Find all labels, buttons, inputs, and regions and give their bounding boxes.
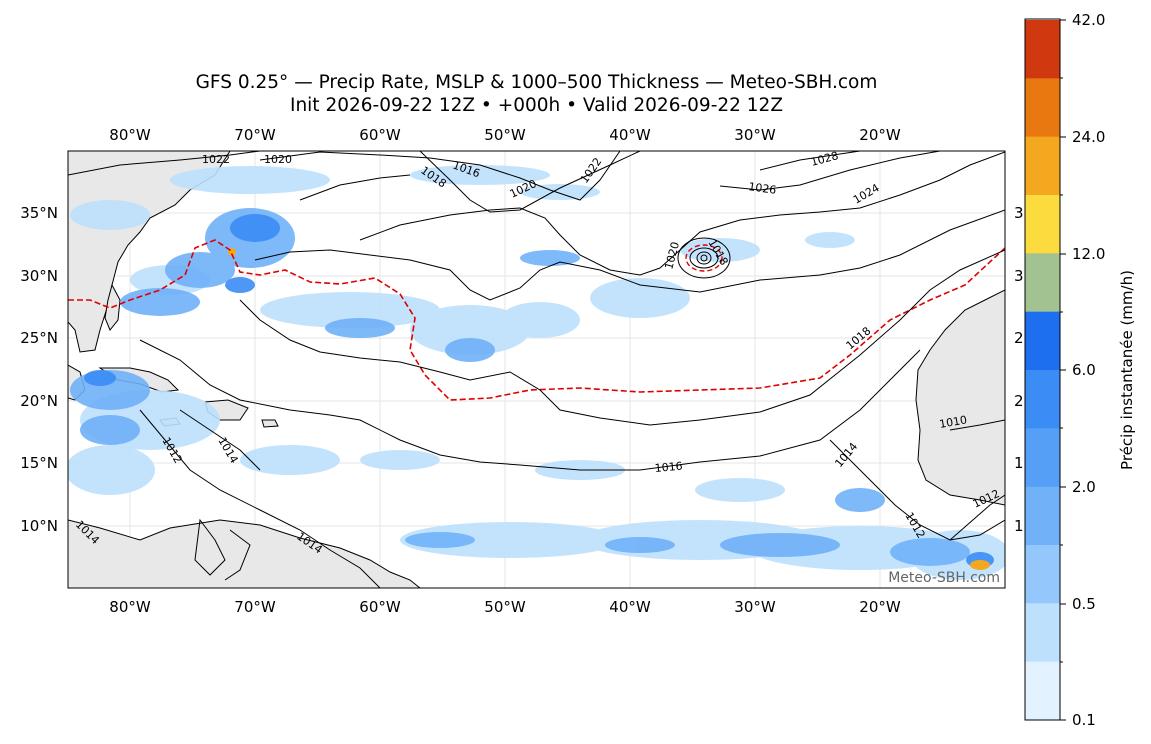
lon-tick: 20°W — [859, 598, 901, 616]
lat-tick-partial: 2 — [1014, 329, 1024, 347]
lon-tick: 80°W — [109, 598, 151, 616]
lon-tick: 60°W — [359, 598, 401, 616]
isobar-label: 1016 — [654, 460, 683, 475]
lon-tick: 70°W — [234, 126, 276, 144]
colorbar-segment — [1025, 311, 1060, 371]
lat-tick-partial: 3 — [1014, 267, 1024, 285]
lon-tick: 30°W — [734, 598, 776, 616]
lon-tick: 40°W — [609, 598, 651, 616]
colorbar-segment — [1025, 486, 1060, 546]
lat-tick: 25°N — [20, 329, 58, 347]
lon-tick: 40°W — [609, 126, 651, 144]
colorbar-segment — [1025, 78, 1060, 138]
colorbar-segment — [1025, 661, 1060, 721]
bottom-longitude-ticks: 80°W 70°W 60°W 50°W 40°W 30°W 20°W — [109, 598, 901, 616]
lat-tick-partial: 1 — [1014, 517, 1024, 535]
colorbar-axis-label: Précip instantanée (mm/h) — [1118, 270, 1136, 470]
lat-tick: 30°N — [20, 267, 58, 285]
thickness-540-cell — [685, 244, 723, 272]
colorbar — [1025, 20, 1060, 721]
puerto-rico-island — [261, 419, 279, 428]
lat-tick-partial: 3 — [1014, 204, 1024, 222]
colorbar-tick-label: 2.0 — [1072, 478, 1096, 496]
lat-tick-partial: 1 — [1014, 454, 1024, 472]
isobar-label: 1020 — [264, 153, 292, 166]
colorbar-segment — [1025, 136, 1060, 196]
colorbar-tick-label: 24.0 — [1072, 128, 1105, 146]
lat-tick: 15°N — [20, 454, 58, 472]
colorbar-tick-label: 12.0 — [1072, 245, 1105, 263]
colorbar-tick-label: 42.0 — [1072, 11, 1105, 29]
colorbar-tick-label: 6.0 — [1072, 361, 1096, 379]
chart-title: GFS 0.25° — Precip Rate, MSLP & 1000–500… — [195, 72, 878, 93]
colorbar-segment — [1025, 603, 1060, 663]
colorbar-ticks: 42.0 24.0 12.0 6.0 2.0 0.5 0.1 — [1060, 11, 1105, 729]
colorbar-segment — [1025, 20, 1060, 79]
isobar-label: 1026 — [748, 180, 778, 197]
chart-subtitle: Init 2026-09-22 12Z • +000h • Valid 2026… — [289, 95, 783, 116]
west-africa-land — [915, 289, 1005, 506]
precip-field — [68, 165, 1005, 580]
lon-tick: 30°W — [734, 126, 776, 144]
colorbar-segment — [1025, 545, 1060, 604]
lat-tick-partial: 2 — [1014, 392, 1024, 410]
lat-tick: 20°N — [20, 392, 58, 410]
lat-tick: 10°N — [20, 517, 58, 535]
top-longitude-ticks: 80°W 70°W 60°W 50°W 40°W 30°W 20°W — [109, 126, 901, 144]
colorbar-tick-label: 0.5 — [1072, 595, 1096, 613]
colorbar-segment — [1025, 370, 1060, 429]
colorbar-tick-label: 0.1 — [1072, 711, 1096, 729]
lon-tick: 50°W — [484, 126, 526, 144]
right-latitude-ticks: 3 3 2 2 1 1 — [1014, 204, 1024, 535]
isobar-label: 1010 — [938, 413, 968, 431]
map-border — [67, 150, 1006, 589]
lat-tick: 35°N — [20, 204, 58, 222]
lon-tick: 80°W — [109, 126, 151, 144]
colorbar-segment — [1025, 253, 1060, 313]
colorbar-segment — [1025, 195, 1060, 254]
lon-tick: 50°W — [484, 598, 526, 616]
isobars — [68, 151, 1005, 588]
left-latitude-ticks: 35°N 30°N 25°N 20°N 15°N 10°N — [20, 204, 58, 535]
watermark: Meteo-SBH.com — [888, 570, 1000, 586]
colorbar-segment — [1025, 428, 1060, 488]
lon-tick: 60°W — [359, 126, 401, 144]
lon-tick: 20°W — [859, 126, 901, 144]
lon-tick: 70°W — [234, 598, 276, 616]
isobar-label: 1022 — [202, 153, 230, 166]
thickness-540-line — [68, 239, 1005, 401]
